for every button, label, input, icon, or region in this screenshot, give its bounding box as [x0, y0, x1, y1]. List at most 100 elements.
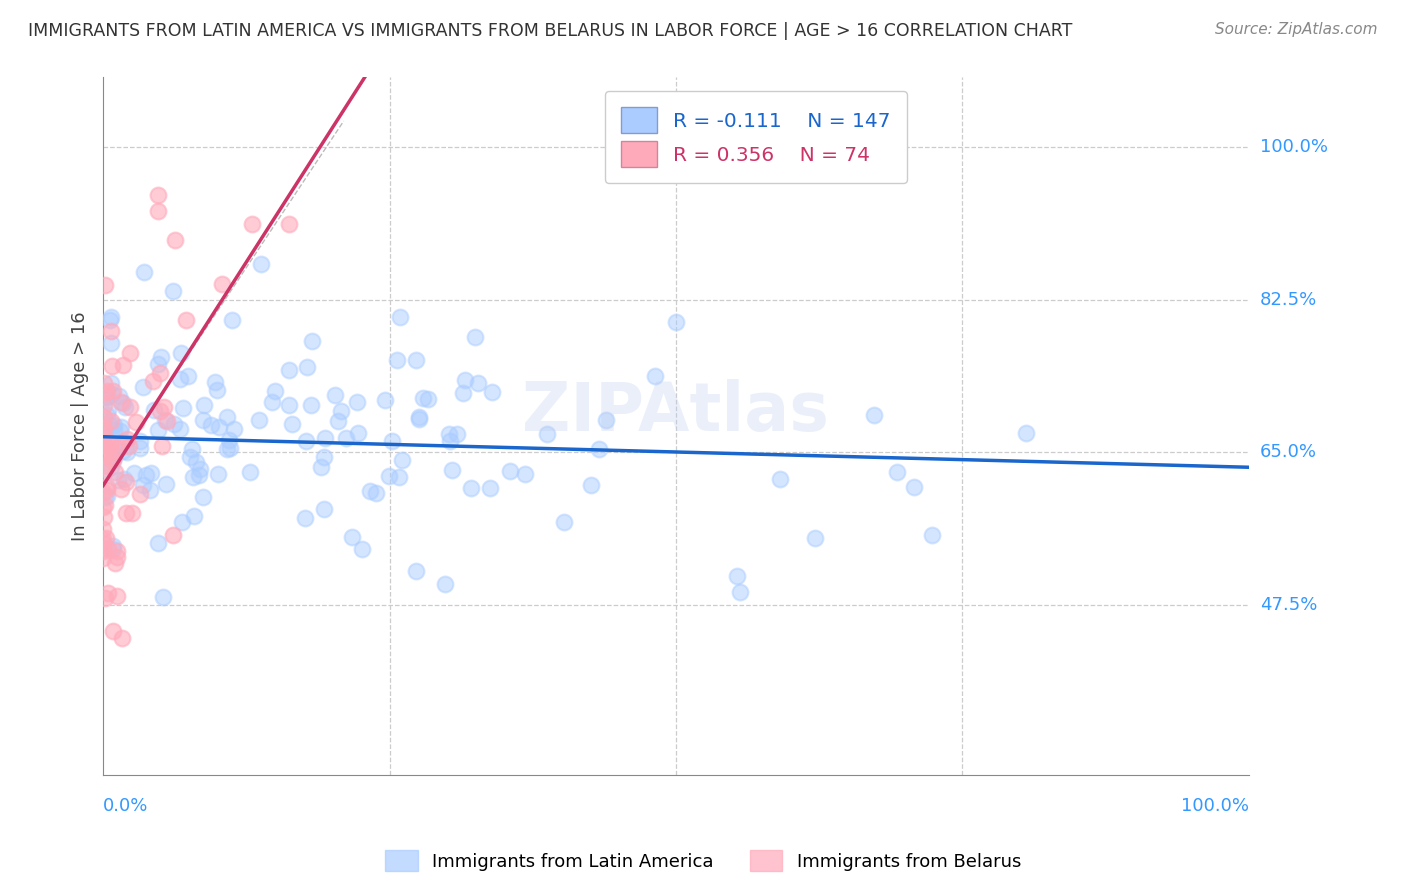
Point	[416, 392, 439, 406]
Point	[96, 489, 118, 503]
Point	[217, 409, 239, 424]
Point	[91, 500, 114, 514]
Point	[326, 414, 349, 428]
Point	[96, 462, 118, 476]
Point	[263, 384, 285, 398]
Point	[96, 390, 118, 404]
Point	[388, 469, 411, 483]
Point	[148, 423, 170, 437]
Point	[142, 374, 165, 388]
Point	[728, 584, 751, 599]
Point	[312, 450, 335, 465]
Point	[114, 472, 136, 486]
Text: Source: ZipAtlas.com: Source: ZipAtlas.com	[1215, 22, 1378, 37]
Point	[208, 420, 231, 434]
Point	[94, 438, 117, 452]
Point	[169, 422, 191, 436]
Point	[93, 448, 115, 462]
Point	[412, 391, 434, 405]
Point	[162, 527, 184, 541]
Y-axis label: In Labor Force | Age > 16: In Labor Force | Age > 16	[72, 311, 89, 541]
Point	[177, 369, 200, 384]
Point	[146, 204, 169, 219]
Point	[105, 589, 128, 603]
Point	[100, 376, 122, 391]
Point	[110, 436, 132, 450]
Point	[156, 414, 179, 428]
Point	[97, 586, 120, 600]
Point	[149, 404, 172, 418]
Point	[467, 376, 489, 390]
Point	[96, 403, 118, 417]
Point	[105, 549, 128, 564]
Point	[142, 403, 165, 417]
Point	[114, 400, 136, 414]
Text: IMMIGRANTS FROM LATIN AMERICA VS IMMIGRANTS FROM BELARUS IN LABOR FORCE | AGE > : IMMIGRANTS FROM LATIN AMERICA VS IMMIGRA…	[28, 22, 1073, 40]
Point	[108, 389, 131, 403]
Point	[100, 324, 122, 338]
Point	[170, 515, 193, 529]
Point	[211, 277, 233, 291]
Point	[170, 345, 193, 359]
Point	[221, 313, 243, 327]
Point	[350, 541, 373, 556]
Point	[146, 187, 169, 202]
Point	[139, 466, 162, 480]
Point	[100, 419, 122, 434]
Text: 82.5%: 82.5%	[1260, 291, 1317, 309]
Point	[193, 398, 215, 412]
Point	[200, 417, 222, 432]
Point	[644, 369, 666, 384]
Point	[110, 395, 132, 409]
Point	[101, 384, 124, 398]
Point	[299, 398, 322, 412]
Point	[103, 541, 125, 556]
Point	[128, 441, 150, 455]
Point	[91, 438, 114, 452]
Point	[93, 448, 115, 462]
Point	[96, 483, 118, 497]
Point	[100, 335, 122, 350]
Point	[204, 375, 226, 389]
Text: 47.5%: 47.5%	[1260, 596, 1317, 614]
Point	[240, 217, 263, 231]
Point	[222, 422, 245, 436]
Point	[100, 414, 122, 428]
Point	[96, 384, 118, 399]
Point	[405, 564, 427, 578]
Point	[440, 463, 463, 477]
Point	[863, 408, 886, 422]
Point	[91, 459, 114, 474]
Point	[101, 445, 124, 459]
Point	[132, 380, 155, 394]
Point	[314, 431, 336, 445]
Point	[277, 398, 299, 412]
Point	[96, 531, 118, 545]
Point	[340, 530, 363, 544]
Point	[388, 310, 411, 325]
Point	[96, 480, 118, 494]
Point	[139, 483, 162, 497]
Point	[146, 357, 169, 371]
Point	[100, 459, 122, 474]
Point	[478, 481, 501, 495]
Point	[93, 398, 115, 412]
Point	[93, 409, 115, 424]
Point	[205, 383, 228, 397]
Point	[446, 427, 468, 442]
Point	[381, 434, 404, 448]
Point	[94, 390, 117, 404]
Point	[378, 468, 401, 483]
Point	[408, 412, 430, 426]
Point	[553, 516, 575, 530]
Point	[169, 372, 191, 386]
Point	[98, 313, 121, 327]
Point	[114, 506, 136, 520]
Point	[121, 506, 143, 520]
Point	[111, 396, 134, 410]
Point	[103, 450, 125, 464]
Point	[118, 346, 141, 360]
Point	[280, 417, 302, 431]
Point	[101, 624, 124, 638]
Point	[329, 404, 352, 418]
